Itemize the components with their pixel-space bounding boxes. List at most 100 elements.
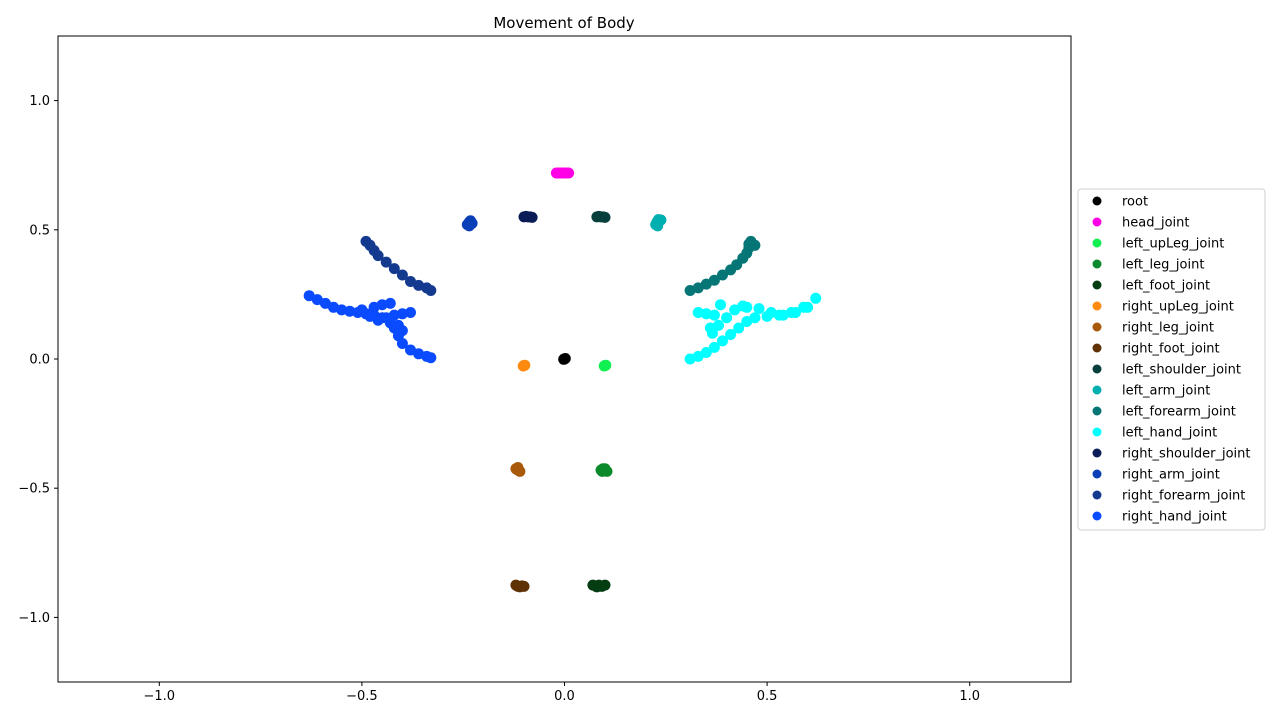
legend-item: left_arm_joint (1092, 384, 1210, 399)
legend-marker (1092, 406, 1102, 416)
legend-item: root (1092, 195, 1148, 210)
legend-label: right_upLeg_joint (1122, 300, 1234, 315)
y-tick-label: −1.0 (18, 611, 50, 626)
data-point (706, 327, 718, 339)
data-point (518, 580, 530, 592)
legend-label: left_foot_joint (1122, 279, 1210, 294)
x-tick-label: 0.5 (757, 689, 778, 704)
data-point (380, 256, 392, 268)
data-point (777, 309, 789, 321)
legend-item: left_forearm_joint (1092, 405, 1236, 420)
legend-label: left_upLeg_joint (1122, 237, 1224, 252)
data-point (810, 292, 822, 304)
y-tick-label: 0.0 (29, 353, 50, 368)
legend-label: left_leg_joint (1122, 258, 1204, 273)
data-point (558, 353, 570, 365)
legend-label: left_hand_joint (1122, 426, 1217, 441)
legend-label: right_foot_joint (1122, 342, 1220, 357)
legend-marker (1092, 385, 1102, 395)
data-point (721, 312, 733, 324)
data-point (753, 303, 765, 315)
legend-marker (1092, 427, 1102, 437)
x-tick-label: −0.5 (346, 689, 378, 704)
data-point (717, 269, 728, 281)
data-point (591, 581, 603, 593)
legend-marker (1092, 511, 1102, 521)
data-point (713, 319, 724, 331)
data-point (596, 465, 608, 477)
legend-item: head_joint (1092, 216, 1189, 231)
x-tick-label: 0.0 (554, 689, 575, 704)
legend-label: left_shoulder_joint (1122, 363, 1241, 378)
legend-marker (1092, 259, 1102, 269)
series-left-shoulder-joint (591, 210, 611, 223)
legend-marker (1092, 238, 1102, 248)
series-right-arm-joint (461, 215, 478, 232)
data-point (388, 263, 400, 275)
legend: root head_joint left_upLeg_joint left_leg_j… (1077, 188, 1266, 531)
data-point (599, 211, 611, 223)
data-point (692, 307, 704, 318)
series-root (558, 353, 571, 365)
data-point (356, 304, 368, 316)
data-point (519, 359, 531, 371)
series-head-joint (550, 167, 575, 179)
legend-marker (1092, 217, 1102, 227)
legend-label: root (1122, 195, 1148, 210)
legend-item: right_arm_joint (1092, 468, 1220, 483)
legend-frame (1077, 188, 1266, 531)
series-right-shoulder-joint (518, 210, 538, 223)
data-point (336, 304, 348, 316)
data-point (802, 301, 814, 313)
data-point (790, 307, 801, 318)
legend-item: right_foot_joint (1092, 342, 1220, 357)
data-point (652, 220, 664, 232)
legend-marker (1092, 280, 1102, 290)
legend-marker (1092, 448, 1102, 458)
data-point (376, 299, 388, 311)
legend-marker (1092, 343, 1102, 353)
points-layer (303, 167, 822, 593)
legend-marker (1092, 322, 1102, 332)
legend-item: right_forearm_joint (1092, 489, 1245, 504)
data-point (733, 322, 745, 334)
data-point (563, 167, 575, 179)
data-point (749, 312, 761, 324)
y-tick-label: 0.5 (29, 223, 50, 238)
data-point (396, 308, 408, 320)
data-point (425, 352, 437, 364)
legend-label: right_shoulder_joint (1122, 447, 1250, 462)
data-point (405, 307, 416, 318)
legend-label: left_arm_joint (1122, 384, 1210, 399)
data-point (396, 338, 408, 349)
legend-label: right_forearm_joint (1122, 489, 1245, 504)
series-left-leg-joint (595, 463, 613, 477)
legend-item: left_shoulder_joint (1092, 363, 1241, 378)
data-point (396, 325, 408, 337)
data-point (513, 465, 525, 477)
data-point (708, 309, 720, 321)
series-right-foot-joint (510, 579, 530, 593)
y-axis: 1.0 0.5 0.0 −0.5 −1.0 (18, 94, 58, 626)
data-point (600, 359, 612, 371)
legend-marker (1092, 490, 1102, 500)
y-tick-label: 1.0 (29, 94, 50, 109)
legend-marker (1092, 469, 1102, 479)
legend-item: right_shoulder_joint (1092, 447, 1250, 462)
data-point (743, 238, 755, 250)
data-point (708, 341, 720, 353)
legend-marker (1092, 196, 1102, 206)
series-left-hand-joint (684, 292, 822, 365)
series-left-arm-joint (650, 214, 667, 232)
data-point (700, 347, 712, 358)
chart-title: Movement of Body (493, 14, 634, 32)
legend-item: left_leg_joint (1092, 258, 1204, 273)
x-axis: −1.0 −0.5 0.0 0.5 1.0 (144, 682, 980, 704)
series-right-upleg-joint (517, 359, 531, 372)
legend-item: right_leg_joint (1092, 321, 1214, 336)
series-left-upleg-joint (598, 359, 612, 372)
legend-item: left_foot_joint (1092, 279, 1210, 294)
data-point (700, 308, 712, 320)
data-point (725, 329, 737, 340)
